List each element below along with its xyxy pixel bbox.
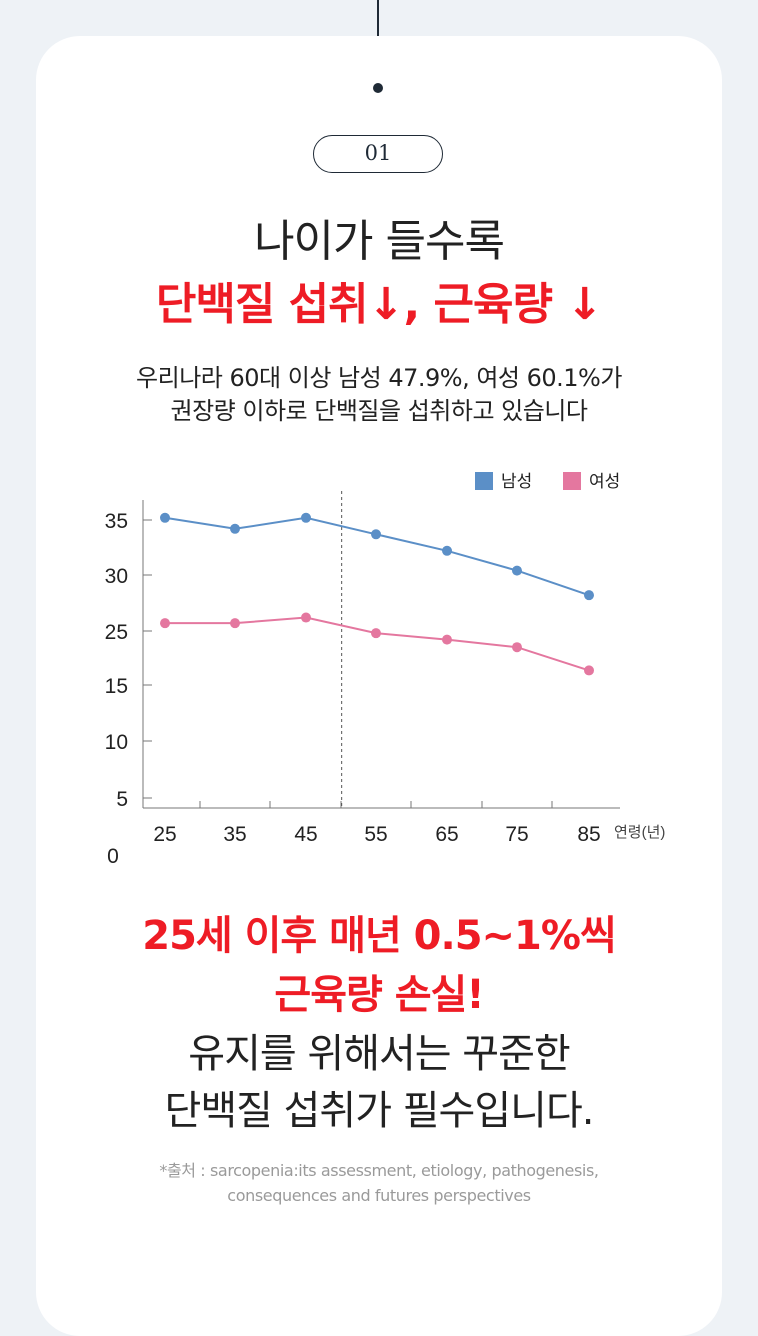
legend-swatch-2 (563, 472, 581, 490)
data-point (584, 590, 594, 601)
description-line-2: 권장량 이하로 단백질을 섭취하고 있습니다 (170, 397, 588, 425)
x-tick-label: 25 (153, 823, 176, 846)
source-line-1: *출처 : sarcopenia:its assessment, etiolog… (159, 1161, 599, 1180)
conclusion-highlight-1: 25세 이후 매년 0.5~1%씩 (142, 913, 617, 959)
x-tick-label: 65 (435, 823, 458, 846)
step-badge: 01 (313, 135, 443, 173)
x-tick-label: 35 (223, 823, 246, 846)
data-point (442, 545, 452, 556)
y-tick-label: 25 (105, 621, 128, 644)
x-tick-label: 85 (577, 823, 600, 846)
y-tick-label: 35 (105, 510, 128, 533)
legend-swatch-1 (475, 472, 493, 490)
title-line-1: 나이가 들수록 (254, 216, 505, 267)
source-note: *출처 : sarcopenia:its assessment, etiolog… (0, 1158, 758, 1208)
y-tick-label: 5 (116, 788, 128, 811)
data-point (301, 512, 311, 523)
y-tick-label: 30 (105, 565, 128, 588)
conclusion-text-2: 단백질 섭취가 필수입니다. (164, 1088, 595, 1134)
x-tick-label: 45 (294, 823, 317, 846)
data-point (584, 665, 594, 676)
legend-label-1: 남성 (501, 472, 532, 491)
data-point (512, 565, 522, 576)
conclusion-text-1: 유지를 위해서는 꾸준한 (188, 1031, 570, 1077)
data-point (230, 618, 240, 629)
y-tick-label: 0 (107, 845, 119, 868)
data-point (371, 529, 381, 540)
chart-svg: 0 5 10 15 25 30 35 25 35 45 55 65 75 85 연령(년) 남성 여성 (105, 472, 665, 868)
x-axis-label: 연령(년) (614, 824, 665, 841)
data-point (301, 612, 311, 623)
data-point (230, 523, 240, 534)
description-line-1: 우리나라 60대 이상 남성 47.9%, 여성 60.1%가 (136, 364, 622, 392)
series-line-2 (165, 616, 590, 672)
y-tick-label: 15 (105, 675, 128, 698)
connector-dot (373, 83, 383, 93)
data-point (371, 628, 381, 639)
line-chart: 0 5 10 15 25 30 35 25 35 45 55 65 75 85 연령(년) 남성 여성 (0, 460, 758, 880)
data-point (512, 642, 522, 653)
data-point (160, 512, 170, 523)
title-line-2: 단백질 섭취↓, 근육량 ↓ (155, 279, 603, 330)
conclusion-highlight-2: 근육량 손실! (274, 972, 484, 1018)
y-tick-label: 10 (105, 731, 128, 754)
description: 우리나라 60대 이상 남성 47.9%, 여성 60.1%가 권장량 이하로 … (0, 362, 758, 428)
content-card (36, 36, 722, 1336)
source-line-2: consequences and futures perspectives (227, 1186, 531, 1205)
data-point (160, 618, 170, 629)
x-tick-label: 75 (505, 823, 528, 846)
data-point (442, 634, 452, 645)
legend-label-2: 여성 (589, 472, 620, 491)
x-tick-label: 55 (364, 823, 387, 846)
